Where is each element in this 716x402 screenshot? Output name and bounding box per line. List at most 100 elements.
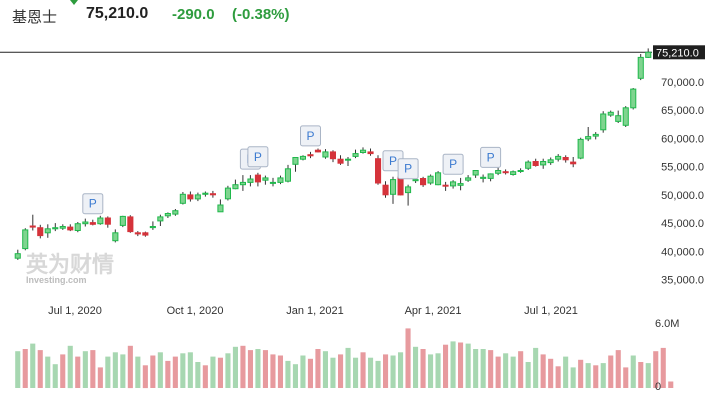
candle[interactable]	[187, 191, 194, 202]
candle[interactable]	[427, 174, 434, 185]
candle[interactable]	[577, 137, 584, 160]
candle[interactable]	[262, 175, 269, 185]
candle[interactable]	[299, 155, 306, 161]
candle[interactable]	[622, 106, 629, 127]
candle[interactable]	[322, 149, 329, 159]
candle[interactable]	[284, 164, 291, 183]
candle[interactable]	[112, 229, 119, 243]
candle[interactable]	[194, 192, 201, 202]
candle[interactable]	[510, 170, 517, 176]
candle[interactable]	[457, 177, 464, 191]
candle[interactable]	[179, 192, 186, 205]
event-marker[interactable]: P	[480, 146, 502, 168]
candle[interactable]	[269, 177, 276, 187]
candle[interactable]	[337, 155, 344, 165]
candle[interactable]	[22, 228, 29, 251]
candle[interactable]	[375, 155, 382, 185]
candle[interactable]	[435, 171, 442, 186]
event-marker[interactable]: P	[82, 193, 104, 215]
candle[interactable]	[390, 176, 397, 204]
volume-bar	[45, 356, 51, 388]
candle[interactable]	[37, 224, 44, 239]
candle[interactable]	[517, 168, 524, 173]
candle[interactable]	[637, 54, 644, 81]
candle[interactable]	[607, 110, 614, 117]
candle[interactable]	[97, 215, 104, 225]
candle[interactable]	[382, 181, 389, 198]
candle[interactable]	[127, 215, 134, 233]
candle[interactable]	[442, 181, 449, 191]
candle[interactable]	[570, 157, 577, 168]
candle[interactable]	[555, 154, 562, 162]
candle[interactable]	[157, 214, 164, 226]
candle[interactable]	[172, 209, 179, 216]
candle[interactable]	[202, 191, 209, 197]
candle[interactable]	[44, 224, 51, 238]
candle[interactable]	[217, 199, 224, 213]
candle[interactable]	[472, 170, 479, 178]
candle[interactable]	[420, 176, 427, 187]
volume-bar	[525, 362, 531, 388]
candle[interactable]	[525, 160, 532, 170]
candle[interactable]	[480, 174, 487, 183]
candle-body	[622, 107, 629, 126]
candle[interactable]	[224, 185, 231, 201]
candle[interactable]	[367, 148, 374, 156]
candle[interactable]	[360, 147, 367, 154]
instrument-name[interactable]: 基恩士	[12, 9, 58, 26]
volume-bar	[608, 355, 614, 388]
candle[interactable]	[345, 157, 352, 166]
candle-body	[179, 193, 186, 204]
candle[interactable]	[277, 175, 284, 185]
candle[interactable]	[600, 111, 607, 133]
candle-body	[427, 175, 434, 184]
candle[interactable]	[67, 224, 74, 232]
candle-body	[360, 149, 367, 153]
candle[interactable]	[74, 222, 81, 233]
candle[interactable]	[142, 231, 149, 237]
candle[interactable]	[307, 151, 314, 159]
event-marker-box	[397, 158, 419, 180]
event-marker[interactable]: P	[442, 153, 464, 175]
candle[interactable]	[232, 179, 239, 190]
candle[interactable]	[450, 180, 457, 189]
candle[interactable]	[630, 88, 637, 110]
candle[interactable]	[405, 184, 412, 206]
event-marker[interactable]: P	[300, 125, 321, 147]
candle[interactable]	[134, 231, 141, 237]
candle[interactable]	[247, 175, 254, 187]
candle[interactable]	[314, 148, 321, 153]
candle[interactable]	[292, 157, 299, 172]
candle[interactable]	[82, 218, 89, 227]
event-marker[interactable]: P	[247, 146, 269, 168]
candle[interactable]	[540, 158, 547, 169]
candle[interactable]	[547, 157, 554, 165]
candle[interactable]	[465, 175, 472, 182]
candle[interactable]	[352, 149, 359, 159]
candle[interactable]	[89, 219, 96, 226]
candle[interactable]	[239, 175, 246, 191]
event-marker[interactable]: P	[397, 158, 419, 180]
candle[interactable]	[645, 48, 652, 58]
candle[interactable]	[502, 169, 509, 175]
candle[interactable]	[104, 216, 111, 228]
candle[interactable]	[59, 224, 66, 230]
candle[interactable]	[164, 212, 171, 218]
candle[interactable]	[615, 110, 622, 123]
candle[interactable]	[592, 132, 599, 140]
candle[interactable]	[29, 214, 36, 231]
candle[interactable]	[532, 158, 539, 167]
candle[interactable]	[149, 221, 156, 230]
candle[interactable]	[119, 215, 126, 228]
candle[interactable]	[329, 150, 336, 163]
candle[interactable]	[585, 127, 592, 142]
candle[interactable]	[495, 167, 502, 176]
volume-bar	[225, 353, 231, 388]
candle[interactable]	[209, 190, 216, 198]
candle[interactable]	[52, 223, 59, 232]
candle[interactable]	[487, 173, 494, 182]
candle[interactable]	[254, 172, 261, 187]
candle[interactable]	[14, 249, 21, 260]
candle[interactable]	[562, 155, 569, 163]
